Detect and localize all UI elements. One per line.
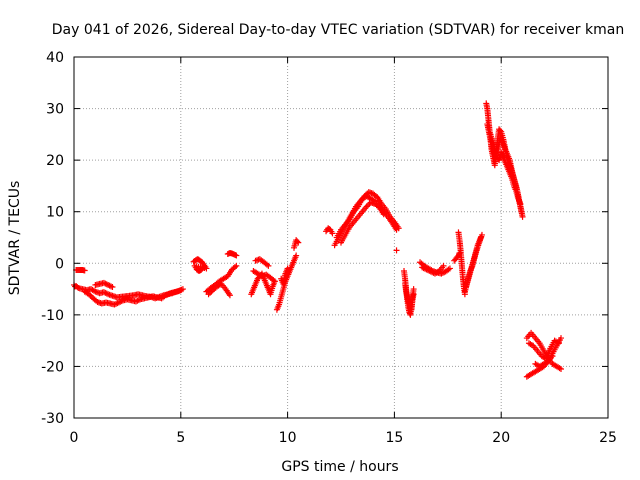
data-point	[519, 213, 526, 220]
x-tick-label: 15	[385, 430, 403, 446]
x-tick-label: 10	[279, 430, 297, 446]
y-tick-label: 10	[46, 205, 64, 221]
data-point	[518, 208, 525, 215]
data-point	[558, 335, 565, 342]
data-point	[329, 230, 336, 237]
data-point	[199, 265, 206, 272]
x-tick-label: 5	[176, 430, 185, 446]
data-point	[440, 262, 447, 269]
plot-frame	[73, 56, 609, 419]
x-tick-label: 25	[599, 430, 617, 446]
x-axis-label: GPS time / hours	[281, 459, 398, 475]
data-points	[71, 100, 565, 380]
data-point	[393, 226, 400, 233]
y-tick-label: -20	[41, 359, 64, 375]
data-point	[109, 284, 116, 291]
data-point	[81, 267, 88, 274]
chart-title: Day 041 of 2026, Sidereal Day-to-day VTE…	[52, 22, 624, 38]
y-tick-label: 20	[46, 153, 64, 169]
y-tick-label: -10	[41, 308, 64, 324]
data-point	[135, 297, 142, 304]
data-point	[497, 127, 504, 134]
axis-ticks: 0 5 10 15 20 25 -30 -20 -10 0 10 20 30 40	[41, 50, 617, 446]
data-point	[233, 252, 240, 259]
data-point	[271, 278, 278, 285]
data-point	[226, 292, 233, 299]
data-point	[477, 234, 484, 241]
data-point	[410, 286, 417, 293]
data-point	[446, 265, 453, 272]
y-tick-label: 0	[55, 256, 64, 272]
data-point	[549, 353, 556, 360]
data-point	[265, 262, 272, 269]
x-tick-label: 0	[70, 430, 79, 446]
data-point	[558, 366, 565, 373]
data-point	[293, 252, 300, 259]
y-tick-label: 40	[46, 50, 64, 66]
data-point	[380, 211, 387, 218]
y-tick-label: -30	[41, 411, 64, 427]
y-axis-label: SDTVAR / TECUs	[7, 181, 23, 296]
data-point	[284, 265, 291, 272]
data-point	[410, 291, 417, 298]
data-point	[555, 340, 562, 347]
data-point	[295, 239, 302, 246]
data-point	[200, 264, 207, 271]
data-point	[294, 238, 301, 245]
data-point	[179, 286, 186, 293]
data-point	[233, 262, 240, 269]
x-tick-label: 20	[492, 430, 510, 446]
data-point	[393, 247, 400, 254]
data-point	[517, 200, 524, 207]
y-tick-label: 30	[46, 102, 64, 118]
